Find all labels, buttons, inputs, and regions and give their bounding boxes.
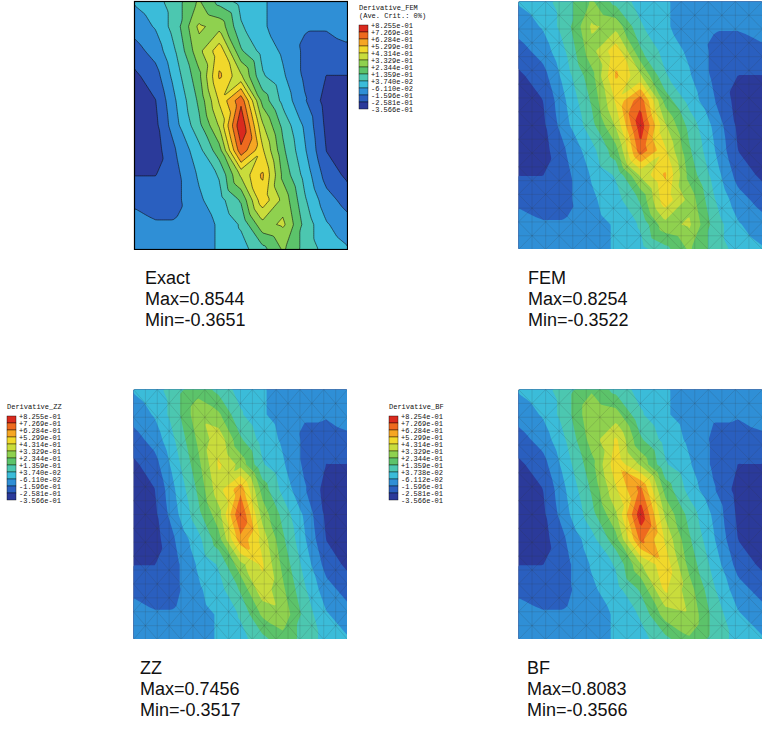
svg-text:-1.596e-01: -1.596e-01 — [371, 91, 413, 100]
html-text:Max=0.7456: Max=0.7456 — [140, 679, 240, 699]
svg-text:-6.112e-02: -6.112e-02 — [401, 475, 443, 484]
html-text:Min=-0.3566: Min=-0.3566 — [527, 700, 628, 720]
svg-text:+8.255e-01: +8.255e-01 — [19, 412, 61, 421]
svg-text:+2.344e-01: +2.344e-01 — [401, 454, 443, 463]
html-text:Max=0.8544: Max=0.8544 — [145, 289, 245, 309]
svg-text:+6.284e-01: +6.284e-01 — [371, 35, 413, 44]
svg-text:+5.299e-01: +5.299e-01 — [19, 433, 61, 442]
svg-text:-3.566e-01: -3.566e-01 — [371, 106, 413, 114]
svg-text:+7.269e-01: +7.269e-01 — [19, 419, 61, 428]
svg-text:-2.581e-01: -2.581e-01 — [371, 98, 413, 107]
svg-text:+2.344e-01: +2.344e-01 — [19, 454, 61, 463]
svg-text:+3.329e-01: +3.329e-01 — [19, 447, 61, 456]
svg-text:+4.314e-01: +4.314e-01 — [401, 440, 443, 449]
svg-text:Derivative_FEM: Derivative_FEM — [359, 4, 418, 12]
svg-text:-1.596e-01: -1.596e-01 — [401, 482, 443, 491]
svg-text:+4.314e-01: +4.314e-01 — [371, 49, 413, 58]
svg-text:+1.359e-01: +1.359e-01 — [19, 461, 61, 470]
svg-text:-2.581e-01: -2.581e-01 — [19, 489, 61, 498]
svg-text:+6.284e-01: +6.284e-01 — [19, 426, 61, 435]
svg-text:+3.329e-01: +3.329e-01 — [371, 56, 413, 65]
svg-text:-2.581e-01: -2.581e-01 — [401, 489, 443, 498]
svg-text:+7.269e-01: +7.269e-01 — [371, 28, 413, 37]
html-text:ZZ: ZZ — [140, 658, 162, 678]
html-text:Max=0.8083: Max=0.8083 — [527, 679, 627, 699]
html-text:Min=-0.3522: Min=-0.3522 — [528, 310, 629, 330]
html-text:Exact: Exact — [145, 268, 190, 288]
html-text:Max=0.8254: Max=0.8254 — [528, 289, 628, 309]
svg-text:-3.566e-01: -3.566e-01 — [19, 497, 61, 505]
svg-text:+4.314e-01: +4.314e-01 — [19, 440, 61, 449]
svg-text:+3.329e-01: +3.329e-01 — [401, 447, 443, 456]
svg-text:-1.596e-01: -1.596e-01 — [19, 482, 61, 491]
svg-text:+3.740e-02: +3.740e-02 — [371, 77, 413, 86]
svg-text:+3.740e-02: +3.740e-02 — [19, 468, 61, 477]
svg-text:-3.566e-01: -3.566e-01 — [401, 497, 443, 505]
svg-text:(Ave. Crit.: 0%): (Ave. Crit.: 0%) — [359, 12, 426, 20]
svg-text:+5.299e-01: +5.299e-01 — [371, 42, 413, 51]
html-text:Min=-0.3517: Min=-0.3517 — [140, 700, 241, 720]
svg-text:+1.359e-01: +1.359e-01 — [401, 461, 443, 470]
svg-text:+3.738e-02: +3.738e-02 — [401, 468, 443, 477]
html-text:FEM: FEM — [528, 268, 566, 288]
svg-text:+8.255e-01: +8.255e-01 — [371, 21, 413, 30]
html-text:BF: BF — [527, 658, 550, 678]
svg-text:-6.110e-02: -6.110e-02 — [19, 475, 61, 484]
svg-text:+8.254e-01: +8.254e-01 — [401, 412, 443, 421]
svg-text:Derivative_BF: Derivative_BF — [389, 403, 444, 411]
svg-text:Derivative_ZZ: Derivative_ZZ — [7, 403, 62, 411]
svg-text:+2.344e-01: +2.344e-01 — [371, 63, 413, 72]
svg-text:+1.359e-01: +1.359e-01 — [371, 70, 413, 79]
svg-text:+5.299e-01: +5.299e-01 — [401, 433, 443, 442]
html-text:Min=-0.3651: Min=-0.3651 — [145, 310, 246, 330]
svg-text:+7.269e-01: +7.269e-01 — [401, 419, 443, 428]
svg-text:-6.110e-02: -6.110e-02 — [371, 84, 413, 93]
svg-text:+6.284e-01: +6.284e-01 — [401, 426, 443, 435]
